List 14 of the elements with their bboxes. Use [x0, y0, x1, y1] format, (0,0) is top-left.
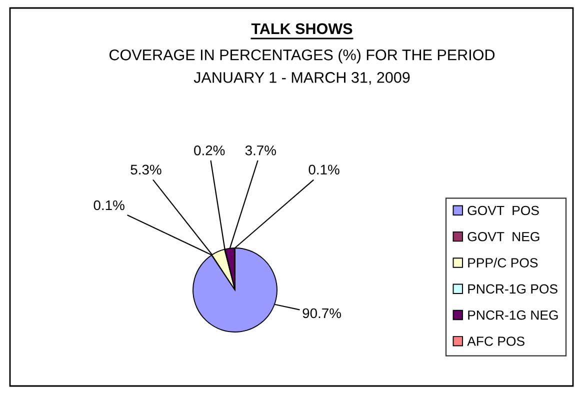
chart-title: TALK SHOWS — [251, 23, 352, 34]
legend-label: PNCR-1G NEG — [468, 310, 558, 320]
data-label: 0.2% — [194, 145, 225, 156]
data-label: 0.1% — [308, 164, 340, 175]
legend-label: GOVT POS — [468, 206, 539, 216]
chart-subtitle: COVERAGE IN PERCENTAGES (%) FOR THE PERIOD JANUARY 1 - MARCH 31, 2009 — [110, 49, 495, 85]
legend-label: PNCR-1G POS — [468, 284, 558, 294]
data-label: 5.3% — [130, 164, 162, 175]
data-label: 90.7% — [302, 308, 341, 318]
legend-label: AFC POS — [467, 336, 524, 346]
legend-label: GOVT NEG — [468, 232, 540, 242]
data-label: 0.1% — [94, 200, 124, 210]
legend-label: PPP/C POS — [468, 258, 538, 268]
data-label: 3.7% — [245, 145, 276, 156]
